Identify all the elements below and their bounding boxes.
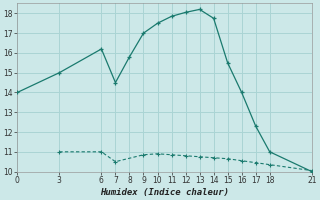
X-axis label: Humidex (Indice chaleur): Humidex (Indice chaleur) (100, 188, 229, 197)
